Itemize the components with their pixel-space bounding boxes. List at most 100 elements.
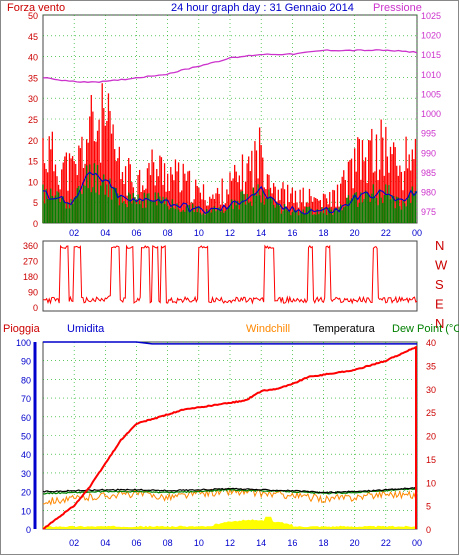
temperature-tick-label: 0 <box>426 525 431 535</box>
x-tick-label: 00 <box>412 538 422 548</box>
temperature-tick-label: 25 <box>426 408 436 418</box>
pressure-line <box>42 49 418 83</box>
wind-direction-series <box>43 244 418 305</box>
x-tick-label: 04 <box>100 538 110 548</box>
x-tick-label: 16 <box>287 228 297 238</box>
humidity-line <box>43 341 417 345</box>
wind-pressure-series <box>42 49 418 223</box>
pressure-tick-label: 985 <box>421 168 436 178</box>
x-tick-label: 14 <box>256 538 266 548</box>
pressure-tick-label: 1015 <box>421 50 441 60</box>
x-tick-label: 14 <box>256 228 266 238</box>
x-tick-label: 04 <box>100 228 110 238</box>
x-tick-label: 00 <box>412 228 422 238</box>
pressure-tick-label: 1020 <box>421 31 441 41</box>
direction-panel-frame <box>42 240 418 312</box>
wind-panel-grid <box>43 14 418 224</box>
rain-axis-title: Pioggia <box>3 323 41 335</box>
compass-label: N <box>435 316 444 331</box>
humidity-tick-label: 10 <box>21 506 31 516</box>
x-tick-label: 12 <box>225 228 235 238</box>
direction-tick-label: 270 <box>23 257 38 267</box>
humidity-tick-label: 100 <box>16 338 31 348</box>
dewpoint-legend: Dew Point (°C <box>392 323 459 335</box>
x-tick-label: 22 <box>381 228 391 238</box>
wind-tick-label: 35 <box>28 73 38 83</box>
x-tick-label: 02 <box>69 228 79 238</box>
compass-label: W <box>435 258 448 273</box>
temp-panel-x-ticks: 02 04 06 08 10 12 14 16 18 20 22 00 <box>69 538 422 548</box>
humidity-tick-label: 40 <box>21 450 31 460</box>
wind-average-line <box>42 171 418 215</box>
humidity-legend: Umidita <box>67 323 105 335</box>
pressure-axis-title: Pressione <box>373 2 422 14</box>
wind-tick-label: 45 <box>28 32 38 42</box>
x-tick-label: 06 <box>131 538 141 548</box>
rain-rate-area <box>43 516 417 529</box>
wind-panel-x-ticks: 02 04 06 08 10 12 14 16 18 20 22 00 <box>69 228 422 238</box>
humidity-tick-label: 80 <box>21 375 31 385</box>
humidity-tick-label: 20 <box>21 488 31 498</box>
x-tick-label: 08 <box>163 228 173 238</box>
x-tick-label: 02 <box>69 538 79 548</box>
temperature-legend: Temperatura <box>313 323 376 335</box>
x-tick-label: 20 <box>350 228 360 238</box>
temperature-tick-label: 35 <box>426 361 436 371</box>
pressure-axis-ticks: 975 980 985 990 995 1000 1005 1010 1015 1020 1025 <box>421 11 441 217</box>
compass-label: E <box>435 297 444 312</box>
direction-tick-label: 90 <box>28 288 38 298</box>
humidity-tick-label: 50 <box>21 432 31 442</box>
temp-panel-series <box>42 341 418 530</box>
wind-tick-label: 30 <box>28 94 38 104</box>
humidity-axis-ticks: 0 10 20 30 40 50 60 70 80 90 100 <box>16 338 37 535</box>
wind-direction-line <box>43 244 418 305</box>
windchill-legend: Windchill <box>246 323 290 335</box>
wind-tick-label: 50 <box>28 11 38 21</box>
humidity-tick-label: 0 <box>26 525 31 535</box>
direction-tick-label: 180 <box>23 272 38 282</box>
temperature-tick-label: 5 <box>426 502 431 512</box>
temperature-tick-label: 40 <box>426 338 436 348</box>
x-tick-label: 20 <box>350 538 360 548</box>
pressure-tick-label: 990 <box>421 148 436 158</box>
humidity-tick-label: 90 <box>21 357 31 367</box>
x-tick-label: 08 <box>163 538 173 548</box>
wind-tick-label: 25 <box>28 115 38 125</box>
pressure-tick-label: 1005 <box>421 89 441 99</box>
pressure-tick-label: 1025 <box>421 11 441 21</box>
compass-label: S <box>435 277 444 292</box>
temperature-tick-label: 30 <box>426 385 436 395</box>
x-tick-label: 12 <box>225 538 235 548</box>
temperature-tick-label: 15 <box>426 455 436 465</box>
wind-axis-title: Forza vento <box>7 2 65 14</box>
x-tick-label: 18 <box>318 538 328 548</box>
pressure-tick-label: 975 <box>421 207 436 217</box>
x-tick-label: 18 <box>318 228 328 238</box>
wind-axis-ticks: 0 5 10 15 20 25 30 35 40 45 50 <box>28 11 38 229</box>
rain-cumulative-line <box>42 345 418 530</box>
pressure-tick-label: 980 <box>421 188 436 198</box>
wind-tick-label: 0 <box>33 219 38 229</box>
wind-tick-label: 20 <box>28 136 38 146</box>
temperature-line <box>42 486 418 494</box>
x-tick-label: 22 <box>381 538 391 548</box>
direction-tick-label: 360 <box>23 241 38 251</box>
chart-title: 24 hour graph day : 31 Gennaio 2014 <box>171 2 354 14</box>
x-tick-label: 10 <box>194 538 204 548</box>
pressure-tick-label: 1000 <box>421 109 441 119</box>
wind-tick-label: 15 <box>28 157 38 167</box>
humidity-tick-label: 70 <box>21 394 31 404</box>
humidity-tick-label: 60 <box>21 413 31 423</box>
direction-tick-label: 0 <box>33 303 38 313</box>
temperature-tick-label: 20 <box>426 432 436 442</box>
temperature-axis-ticks: 0 5 10 15 20 25 30 35 40 <box>426 338 436 535</box>
wind-tick-label: 40 <box>28 53 38 63</box>
x-tick-label: 16 <box>287 538 297 548</box>
pressure-tick-label: 995 <box>421 129 436 139</box>
pressure-tick-label: 1010 <box>421 70 441 80</box>
temperature-tick-label: 10 <box>426 478 436 488</box>
compass-label: N <box>435 238 444 253</box>
